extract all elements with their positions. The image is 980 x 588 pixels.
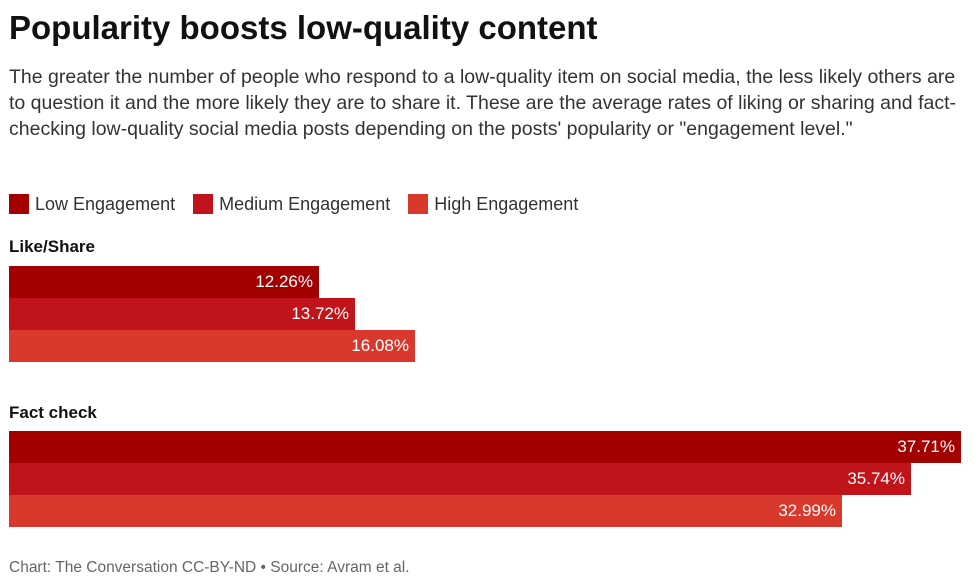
bar-like-share-medium: 13.72% bbox=[9, 298, 355, 330]
bar-value-label-fact-check-high: 32.99% bbox=[778, 501, 836, 520]
chart-subtitle: The greater the number of people who res… bbox=[9, 66, 956, 140]
group-label-like-share: Like/Share bbox=[9, 237, 95, 256]
legend-swatch-high bbox=[408, 194, 429, 214]
chart-title: Popularity boosts low-quality content bbox=[9, 9, 598, 46]
legend-swatch-medium bbox=[193, 194, 214, 214]
legend-label-medium: Medium Engagement bbox=[219, 194, 391, 214]
bar-like-share-high: 16.08% bbox=[9, 330, 415, 362]
legend-item-low: Low Engagement bbox=[9, 191, 175, 217]
legend-swatch-low bbox=[9, 194, 29, 214]
legend-label-high: High Engagement bbox=[434, 194, 579, 214]
group-label-fact-check: Fact check bbox=[9, 403, 97, 422]
legend: Low Engagement Medium Engagement High En… bbox=[9, 191, 578, 217]
bar-fact-check-high: 32.99% bbox=[9, 495, 842, 527]
chart-footer: Chart: The Conversation CC-BY-ND • Sourc… bbox=[9, 559, 410, 576]
bar-value-label-fact-check-low: 37.71% bbox=[897, 437, 955, 456]
bar-fact-check-medium: 35.74% bbox=[9, 463, 911, 495]
bar-value-label-fact-check-medium: 35.74% bbox=[847, 469, 905, 488]
legend-item-medium: Medium Engagement bbox=[193, 191, 390, 217]
bar-value-label-like-share-high: 16.08% bbox=[351, 336, 409, 355]
bar-value-label-like-share-low: 12.26% bbox=[255, 272, 313, 291]
bar-fact-check-low: 37.71% bbox=[9, 431, 961, 463]
bar-value-label-like-share-medium: 13.72% bbox=[291, 304, 349, 323]
bar-like-share-low: 12.26% bbox=[9, 266, 319, 298]
legend-label-low: Low Engagement bbox=[35, 194, 176, 214]
legend-item-high: High Engagement bbox=[408, 191, 578, 217]
